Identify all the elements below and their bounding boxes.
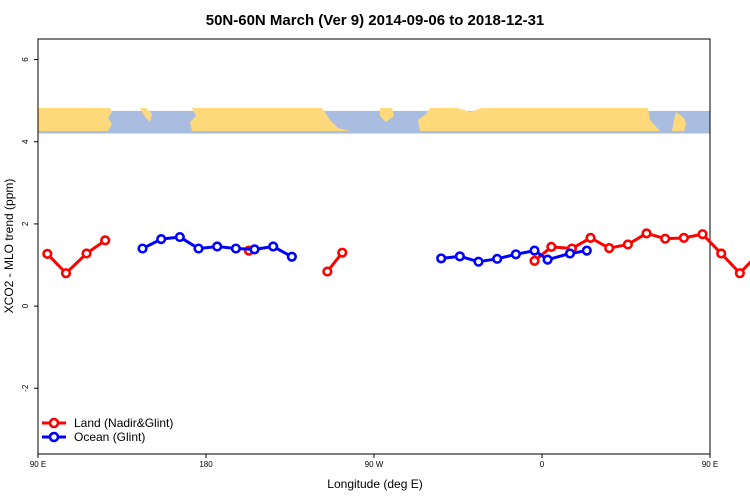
data-point-land — [529, 255, 540, 266]
series-layer — [42, 228, 750, 279]
data-point-land — [678, 232, 689, 243]
chart-title: 50N-60N March (Ver 9) 2014-09-06 to 2018… — [206, 12, 545, 29]
y-tick-label: 4 — [21, 139, 30, 144]
data-point-ocean — [529, 245, 540, 256]
data-point-ocean — [268, 241, 279, 252]
legend-ocean-label: Ocean (Glint) — [74, 430, 145, 444]
data-point-land — [660, 233, 671, 244]
x-tick-label: 180 — [199, 460, 213, 469]
data-point-land — [337, 247, 348, 258]
map-strip — [38, 108, 710, 134]
data-point-ocean — [212, 241, 223, 252]
data-point-ocean — [454, 251, 465, 262]
data-point-land — [322, 266, 333, 277]
data-point-ocean — [436, 253, 447, 264]
data-point-ocean — [249, 244, 260, 255]
data-point-ocean — [156, 234, 167, 245]
data-point-ocean — [473, 256, 484, 267]
y-tick-label: 2 — [21, 221, 30, 226]
data-point-ocean — [193, 243, 204, 254]
data-point-ocean — [564, 248, 576, 259]
data-point-ocean — [230, 243, 241, 254]
x-tick-label: 90 W — [365, 460, 384, 469]
landmass-east-asia-repeat — [672, 112, 686, 131]
data-point-land — [60, 268, 72, 279]
data-point-ocean — [137, 243, 148, 254]
map-strip-land — [38, 108, 686, 131]
y-axis: -2 0 2 4 6 — [21, 57, 38, 392]
legend: Land (Nadir&Glint) Ocean (Glint) — [42, 416, 173, 444]
data-point-land — [81, 248, 92, 259]
data-point-land — [622, 239, 633, 250]
landmass-europe — [418, 108, 660, 131]
series-ocean — [137, 231, 592, 267]
y-axis-label: XCO2 - MLO trend (ppm) — [2, 179, 16, 314]
data-point-ocean — [542, 254, 553, 265]
landmass-alaska-canada — [190, 108, 350, 131]
landmass-labrador — [380, 108, 394, 122]
data-point-land — [716, 248, 727, 259]
legend-land-marker — [48, 417, 60, 429]
x-axis-label: Longitude (deg E) — [327, 477, 422, 491]
data-point-land — [100, 235, 111, 246]
landmass-east-asia — [38, 108, 112, 131]
y-tick-label: -2 — [21, 384, 30, 392]
x-tick-label: 90 E — [30, 460, 46, 469]
landmass-kamchatka — [140, 108, 152, 122]
data-point-land — [585, 232, 596, 243]
data-point-ocean — [174, 231, 185, 243]
data-point-land — [734, 268, 745, 279]
x-tick-label: 0 — [540, 460, 545, 469]
y-tick-label: 0 — [21, 303, 30, 308]
y-tick-label: 6 — [21, 57, 30, 62]
legend-land-label: Land (Nadir&Glint) — [74, 416, 173, 430]
data-point-ocean — [581, 245, 592, 256]
data-point-land — [604, 243, 615, 254]
data-point-land — [697, 229, 708, 240]
data-point-ocean — [286, 251, 297, 262]
data-point-land — [546, 241, 557, 253]
data-point-land — [641, 228, 652, 239]
series-line-land — [46, 239, 107, 275]
data-point-land — [42, 248, 53, 259]
x-tick-label: 90 E — [702, 460, 718, 469]
x-axis: 90 E 180 90 W 0 90 E — [30, 454, 718, 469]
series-land — [42, 228, 750, 279]
legend-ocean-marker — [48, 431, 60, 443]
data-point-ocean — [510, 249, 521, 260]
data-point-ocean — [492, 253, 503, 264]
